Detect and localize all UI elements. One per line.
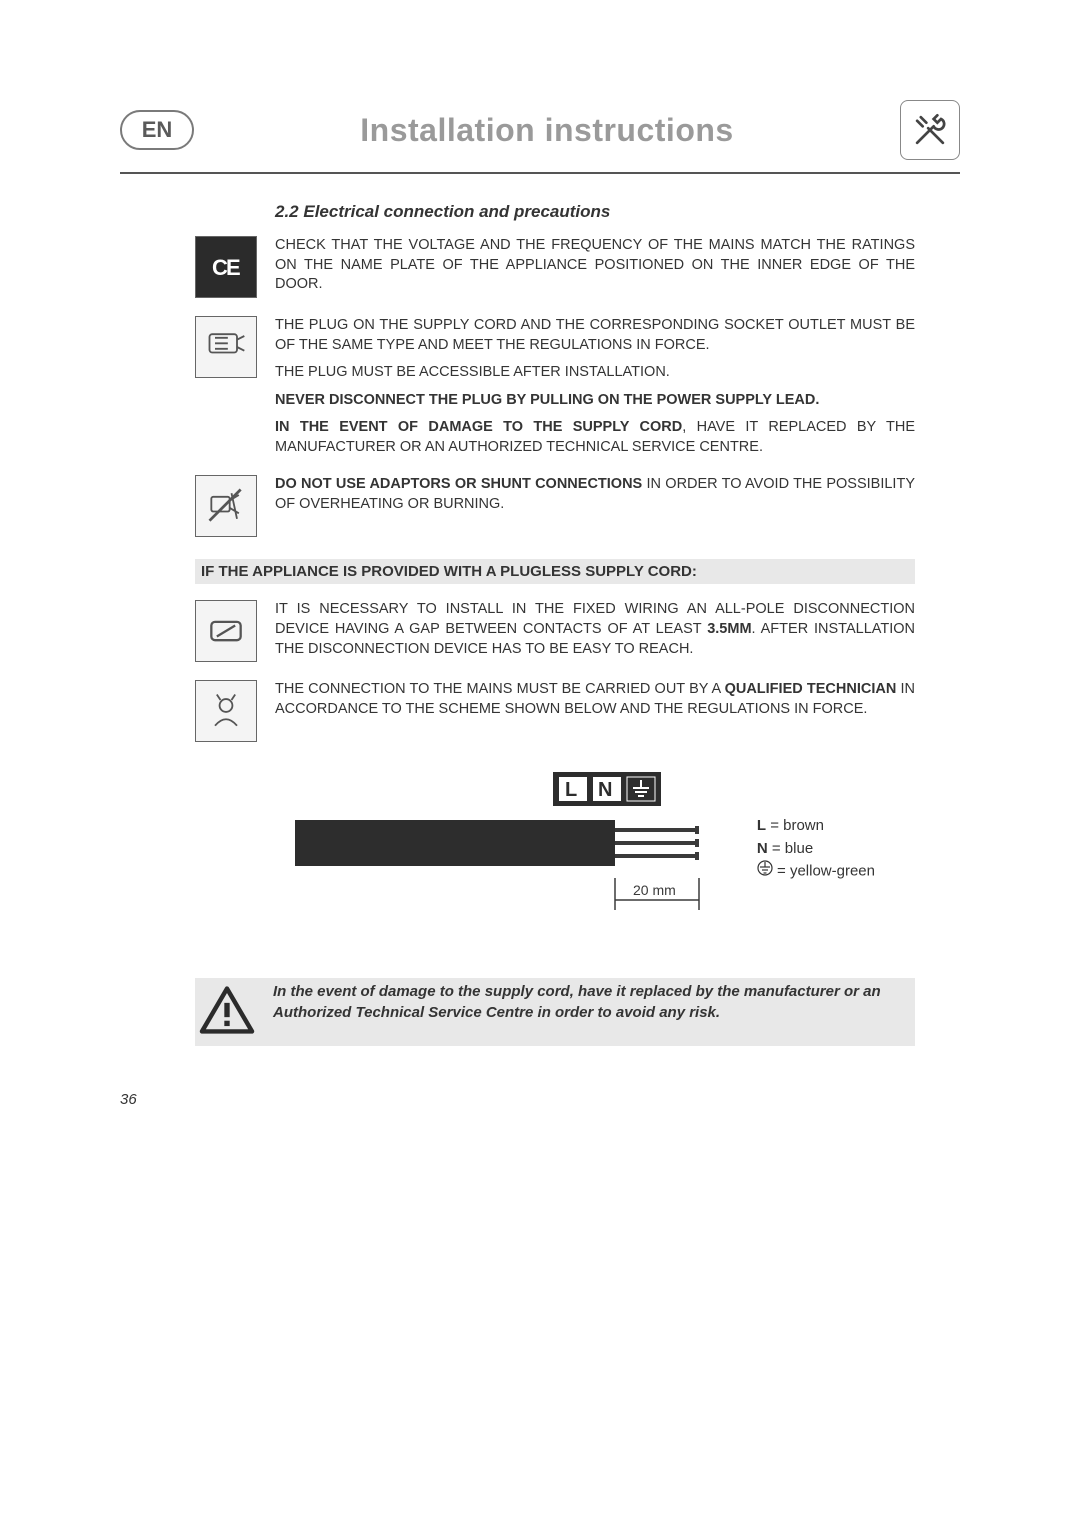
legend-L-sym: L: [757, 817, 766, 834]
header-rule: [120, 172, 960, 174]
allpole-text: IT IS NECESSARY TO INSTALL IN THE FIXED …: [275, 600, 915, 659]
page-title: Installation instructions: [360, 112, 733, 149]
row-ce: C E CHECK THAT THE VOLTAGE AND THE FREQU…: [195, 236, 915, 298]
row-plug: THE PLUG ON THE SUPPLY CORD AND THE CORR…: [195, 316, 915, 457]
page-header: EN Installation instructions: [120, 100, 960, 160]
row-technician: THE CONNECTION TO THE MAINS MUST BE CARR…: [195, 680, 915, 742]
warning-box: In the event of damage to the supply cor…: [195, 978, 915, 1046]
plugless-band: IF THE APPLIANCE IS PROVIDED WITH A PLUG…: [195, 559, 915, 584]
tech-b: QUALIFIED TECHNICIAN: [725, 681, 897, 697]
ce-text: CHECK THAT THE VOLTAGE AND THE FREQUENCY…: [275, 236, 915, 295]
technician-para: THE CONNECTION TO THE MAINS MUST BE CARR…: [275, 680, 915, 719]
legend-N-sym: N: [757, 840, 768, 857]
ce-mark-icon: C E: [195, 236, 257, 298]
legend-L-txt: = brown: [766, 817, 824, 834]
row-adaptor: DO NOT USE ADAPTORS OR SHUNT CONNECTIONS…: [195, 475, 915, 537]
adaptor-para: DO NOT USE ADAPTORS OR SHUNT CONNECTIONS…: [275, 475, 915, 514]
warning-text: In the event of damage to the supply cor…: [273, 982, 907, 1023]
tech-a: THE CONNECTION TO THE MAINS MUST BE CARR…: [275, 681, 725, 697]
plug-text: THE PLUG ON THE SUPPLY CORD AND THE CORR…: [275, 316, 915, 457]
row-allpole: IT IS NECESSARY TO INSTALL IN THE FIXED …: [195, 600, 915, 662]
legend-row-N: N = blue: [757, 838, 875, 861]
wiring-diagram: L N 20 mm L = brown N = blue = yello: [275, 760, 915, 960]
tools-icon: [900, 100, 960, 160]
diagram-dim-text: 20 mm: [633, 882, 676, 898]
earth-icon: [757, 860, 773, 884]
page: EN Installation instructions 2.2 Electri…: [0, 0, 1080, 1528]
technician-text: THE CONNECTION TO THE MAINS MUST BE CARR…: [275, 680, 915, 719]
diagram-label-L: L: [565, 779, 577, 801]
adaptor-text: DO NOT USE ADAPTORS OR SHUNT CONNECTIONS…: [275, 475, 915, 514]
plug-para-3-bold: NEVER DISCONNECT THE PLUG BY PULLING ON …: [275, 392, 819, 408]
legend-row-L: L = brown: [757, 815, 875, 838]
no-adaptor-icon: [195, 475, 257, 537]
plug-para-1: THE PLUG ON THE SUPPLY CORD AND THE CORR…: [275, 316, 915, 355]
adaptor-bold: DO NOT USE ADAPTORS OR SHUNT CONNECTIONS: [275, 476, 642, 492]
legend-E-txt: = yellow-green: [773, 863, 875, 880]
plug-para-2: THE PLUG MUST BE ACCESSIBLE AFTER INSTAL…: [275, 363, 915, 383]
section-heading: 2.2 Electrical connection and precaution…: [275, 202, 915, 222]
plug-para-3: NEVER DISCONNECT THE PLUG BY PULLING ON …: [275, 391, 915, 411]
language-badge: EN: [120, 110, 194, 150]
svg-text:E: E: [226, 255, 241, 280]
plug-para-4: IN THE EVENT OF DAMAGE TO THE SUPPLY COR…: [275, 418, 915, 457]
legend-N-txt: = blue: [768, 840, 813, 857]
plug-para-4-bold: IN THE EVENT OF DAMAGE TO THE SUPPLY COR…: [275, 419, 682, 435]
legend-row-E: = yellow-green: [757, 860, 875, 884]
plug-icon: [195, 316, 257, 378]
allpole-para: IT IS NECESSARY TO INSTALL IN THE FIXED …: [275, 600, 915, 659]
page-number: 36: [120, 1091, 137, 1108]
allpole-b: 3.5MM: [707, 621, 751, 637]
switch-icon: [195, 600, 257, 662]
technician-icon: [195, 680, 257, 742]
ce-paragraph: CHECK THAT THE VOLTAGE AND THE FREQUENCY…: [275, 236, 915, 295]
warning-triangle-icon: [195, 982, 259, 1038]
content-column: 2.2 Electrical connection and precaution…: [275, 202, 915, 1046]
diagram-label-N: N: [598, 779, 612, 801]
wiring-legend: L = brown N = blue = yellow-green: [757, 815, 875, 884]
